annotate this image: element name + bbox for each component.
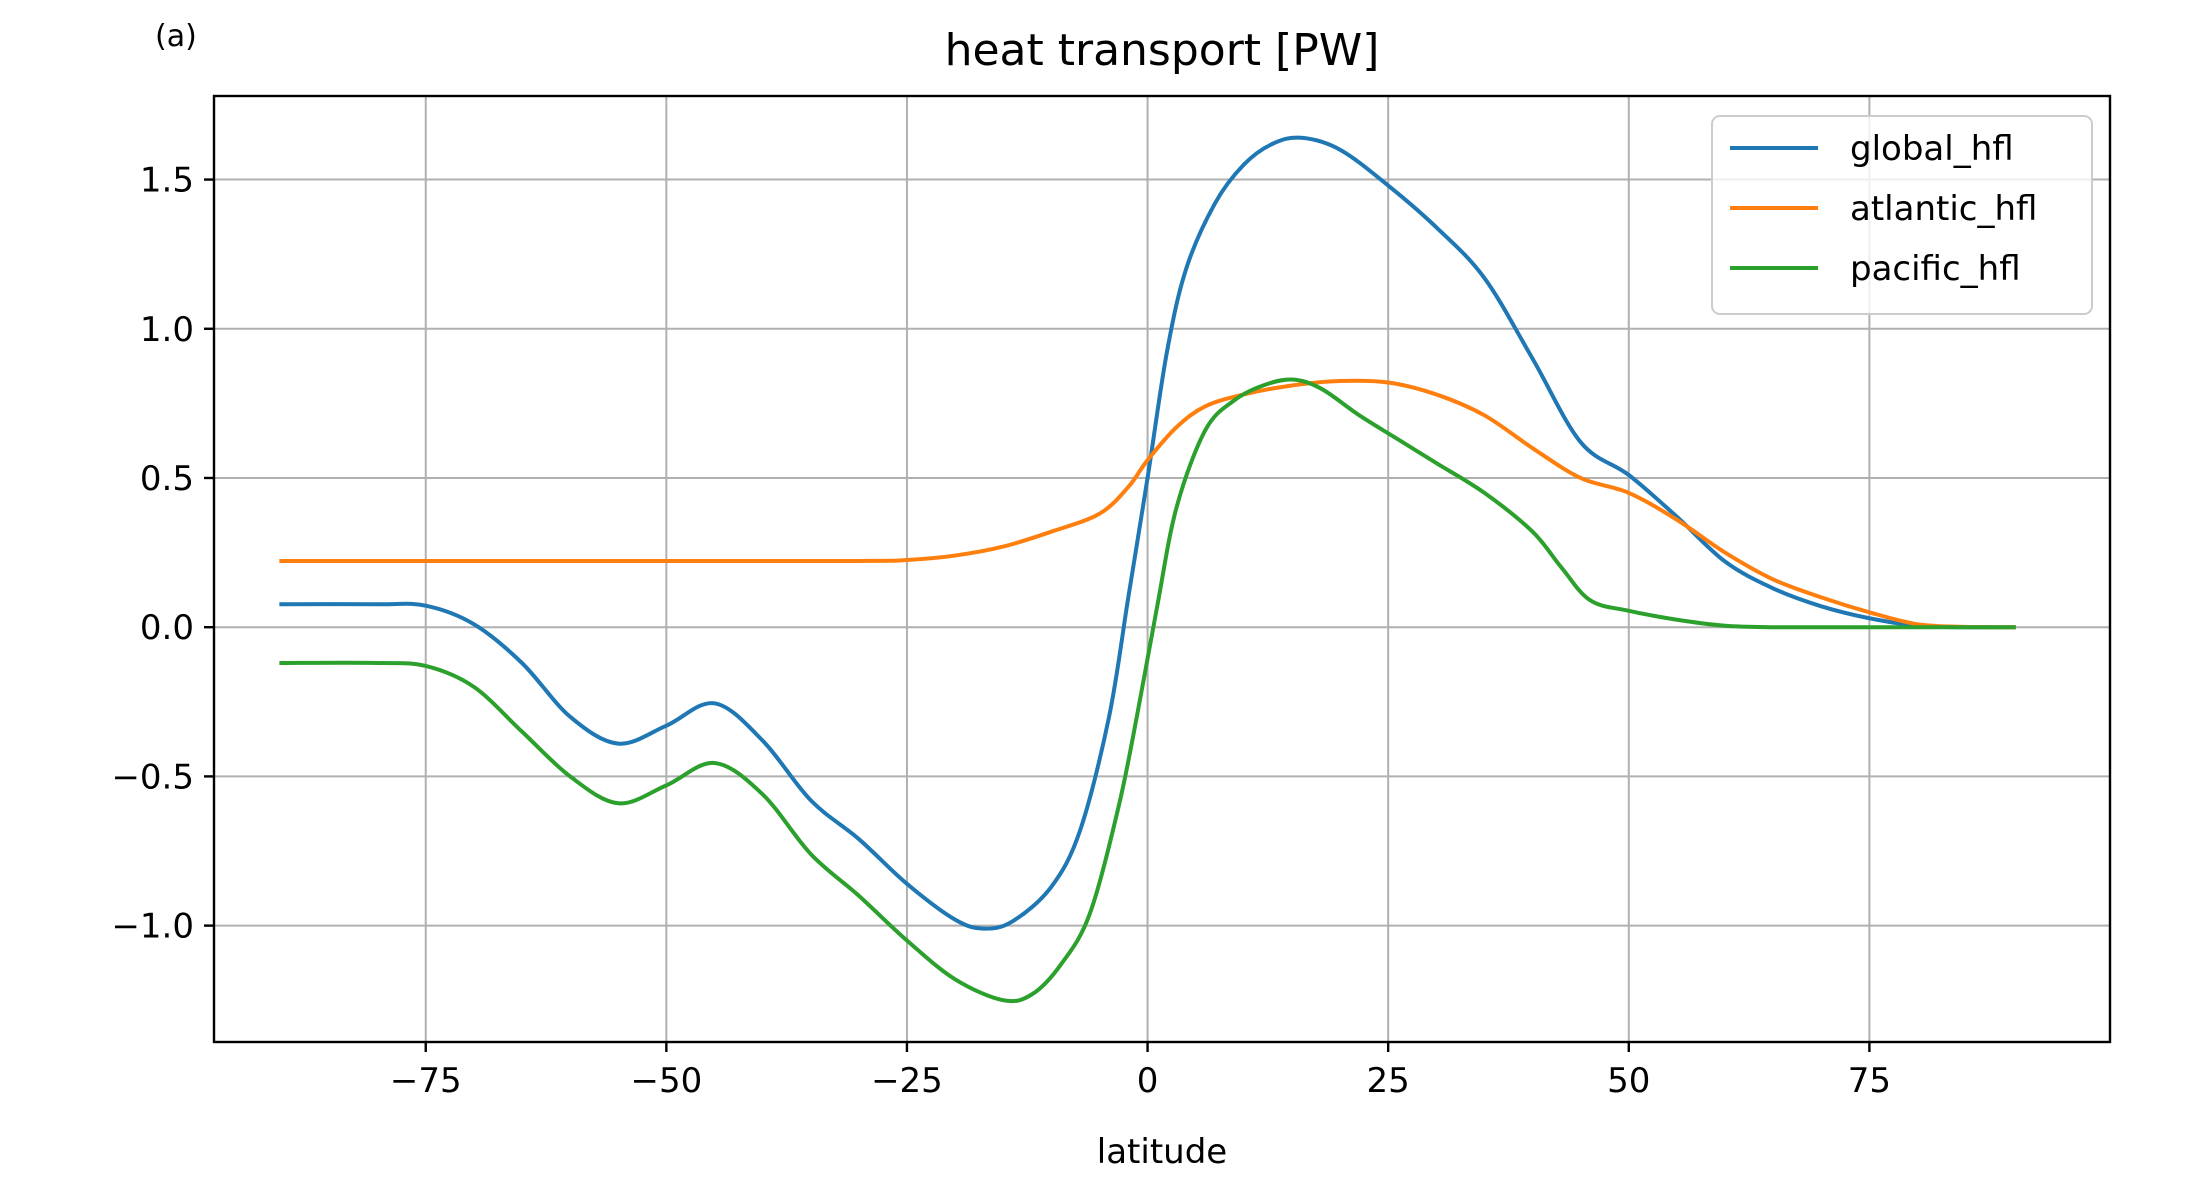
chart-title: heat transport [PW] [945, 25, 1380, 76]
legend-label-atlantic-hfl: atlantic_hfl [1850, 189, 2037, 229]
legend: global_hfl atlantic_hfl pacific_hfl [1711, 115, 2093, 315]
x-axis-label: latitude [1097, 1132, 1227, 1172]
y-tick-label: 0.0 [140, 608, 194, 648]
x-tick-label: 0 [1137, 1061, 1159, 1101]
legend-box [1711, 115, 2093, 315]
y-tick-label: −0.5 [111, 757, 194, 797]
plot-series [279, 135, 2016, 1004]
x-tick-label: 75 [1848, 1061, 1891, 1101]
y-tick-label: 0.5 [140, 459, 194, 499]
series-line-atlantic-hfl [279, 378, 2016, 630]
series-line-pacific-hfl [279, 377, 2016, 1004]
y-tick-label: 1.5 [140, 161, 194, 201]
x-axis-ticks: −75 −50 −25 0 25 50 75 [390, 1042, 1891, 1101]
legend-label-global-hfl: global_hfl [1850, 129, 2014, 169]
x-tick-label: 25 [1367, 1061, 1410, 1101]
plot-frame [212, 94, 2112, 1044]
x-tick-label: −75 [390, 1061, 462, 1101]
y-tick-label: −1.0 [111, 907, 194, 947]
legend-label-pacific-hfl: pacific_hfl [1850, 249, 2021, 289]
series-line-global-hfl [279, 135, 2016, 931]
x-tick-label: −25 [871, 1061, 943, 1101]
x-tick-label: 50 [1607, 1061, 1650, 1101]
y-tick-label: 1.0 [140, 310, 194, 350]
y-axis-ticks: −1.0 −0.5 0.0 0.5 1.0 1.5 [111, 161, 214, 947]
x-tick-label: −50 [630, 1061, 702, 1101]
panel-label: (a) [155, 19, 197, 54]
